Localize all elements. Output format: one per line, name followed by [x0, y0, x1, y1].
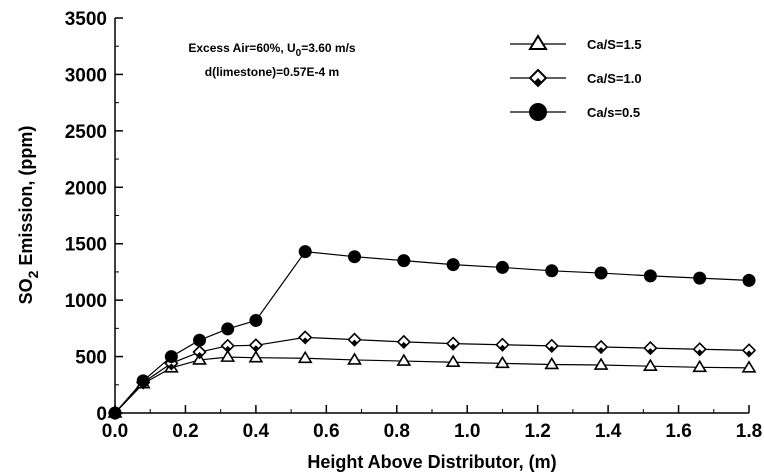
y-tick-label: 3500 [65, 9, 107, 30]
data-point-diamond [544, 338, 559, 353]
series-markers-triangle [107, 349, 757, 418]
legend-marker-triangle [528, 34, 548, 50]
data-point-diamond [692, 342, 707, 357]
data-point-circle [495, 260, 509, 274]
data-point-diamond [347, 332, 362, 347]
data-point-triangle [593, 357, 609, 370]
x-tick-label: 1.8 [736, 421, 762, 442]
legend-label: Ca/S=1.5 [587, 37, 642, 52]
series-layer [107, 245, 757, 421]
axis-ticks: 0.0 0.2 0.4 0.6 0.8 1.0 1.2 1.4 1.6 1.8 0 500 1000 15… [65, 9, 762, 442]
data-point-circle [742, 273, 756, 287]
data-point-circle [693, 271, 707, 285]
legend-marker-circle [529, 103, 547, 121]
y-tick-label: 2000 [65, 178, 107, 199]
series-line [114, 356, 750, 414]
data-point-triangle [347, 352, 362, 365]
data-point-circle [298, 245, 312, 259]
x-axis-label: Height Above Distributor, (m) [307, 452, 556, 472]
data-point-circle [594, 266, 608, 280]
series-markers-diamond [107, 330, 757, 421]
data-point-triangle [445, 354, 461, 368]
series-line [114, 250, 750, 414]
x-tick-label: 0.2 [172, 421, 198, 442]
data-point-diamond [446, 336, 461, 351]
legend-entry: Ca/S=1.0 [510, 68, 642, 88]
x-tick-label: 1.4 [595, 421, 622, 442]
data-point-triangle [544, 356, 560, 370]
x-tick-label: 0.4 [243, 421, 270, 442]
y-tick-label: 500 [75, 348, 107, 369]
data-point-triangle [297, 350, 313, 364]
data-point-circle [643, 269, 657, 283]
series-diamond [114, 336, 750, 414]
y-tick-label: 3000 [65, 65, 107, 86]
data-point-diamond [396, 334, 411, 350]
series-markers-circle [108, 245, 756, 420]
y-tick-label: 1000 [65, 291, 107, 312]
annotation-line-2: d(limestone)=0.57E-4 m [205, 65, 339, 79]
legend: Ca/S=1.5 Ca/S=1.0 Ca/s=0.5 [510, 34, 642, 121]
data-point-triangle [248, 350, 264, 363]
y-tick-label: 2500 [65, 122, 107, 143]
data-point-diamond [248, 338, 264, 353]
data-point-circle [249, 313, 263, 327]
data-point-diamond [220, 338, 235, 353]
data-point-circle [348, 250, 362, 264]
data-point-circle [545, 264, 559, 278]
series-triangle [114, 356, 750, 414]
data-point-triangle [642, 358, 658, 371]
legend-marker-diamond [528, 68, 548, 88]
data-point-diamond [192, 344, 207, 360]
legend-label: Ca/s=0.5 [587, 105, 640, 120]
y-tick-label: 1500 [65, 235, 107, 256]
data-point-circle [446, 258, 460, 272]
x-tick-label: 0.6 [313, 421, 339, 442]
x-tick-label: 0.8 [384, 421, 410, 442]
data-point-diamond [741, 343, 757, 358]
data-point-circle [397, 254, 411, 268]
x-tick-label: 1.2 [524, 421, 550, 442]
x-tick-label: 1.0 [454, 421, 480, 442]
data-point-circle [193, 333, 207, 347]
series-line [114, 336, 750, 414]
legend-label: Ca/S=1.0 [587, 71, 642, 86]
data-point-triangle [741, 360, 757, 373]
data-point-circle [221, 322, 235, 336]
data-point-triangle [220, 349, 236, 362]
data-point-circle [164, 350, 178, 364]
y-axis-label: SO2 Emission, (ppm) [16, 126, 41, 305]
data-point-triangle [692, 359, 708, 373]
data-point-triangle [495, 355, 510, 369]
data-point-diamond [298, 330, 313, 345]
x-tick-label: 1.6 [665, 421, 691, 442]
data-point-diamond [643, 340, 658, 356]
data-point-diamond [495, 337, 510, 352]
data-point-triangle [396, 353, 412, 366]
legend-entry: Ca/S=1.5 [510, 34, 642, 52]
data-point-circle [108, 406, 122, 420]
legend-entry: Ca/s=0.5 [510, 103, 640, 121]
annotation-line-1: Excess Air=60%, U0=3.60 m/s [188, 41, 356, 59]
series-circle [114, 250, 750, 414]
y-tick-label: 0 [96, 404, 107, 425]
data-point-diamond [593, 339, 609, 355]
data-point-circle [136, 374, 150, 388]
x-tick-label: 0.0 [102, 421, 128, 442]
